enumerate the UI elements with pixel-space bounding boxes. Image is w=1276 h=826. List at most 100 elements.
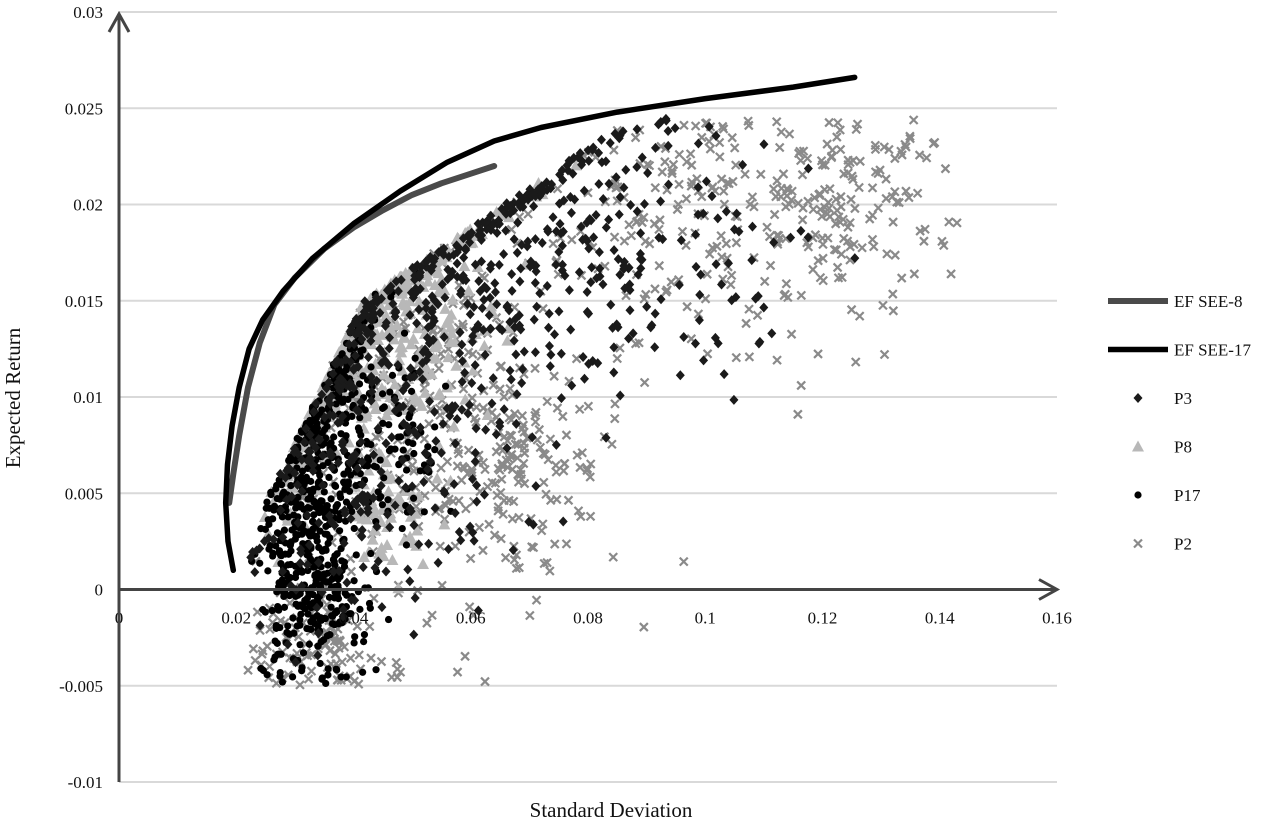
point-p3 [305,446,315,457]
point-p2 [781,278,792,289]
point-p2 [495,487,506,498]
point-p3 [606,299,616,310]
point-p2 [693,309,704,319]
point-p2 [850,357,861,367]
point-p2 [549,539,560,549]
point-p2 [660,157,670,167]
point-p17 [375,494,384,502]
point-p3 [334,565,344,576]
point-p17 [330,433,338,441]
point-p3 [416,261,426,272]
point-p2 [480,464,490,475]
point-p17 [312,428,320,436]
x-tick-label: 0.12 [808,609,838,628]
point-p3 [509,205,519,216]
point-p3 [755,336,765,347]
point-p3 [529,314,539,325]
point-p3 [515,201,525,212]
point-p3 [476,383,486,394]
point-p2 [456,475,467,485]
point-p2 [497,459,507,469]
point-p3 [357,456,367,467]
point-p3 [472,480,482,491]
point-p3 [803,232,813,243]
point-p2 [702,269,712,279]
point-p17 [387,445,395,453]
point-p3 [470,447,480,458]
point-p3 [727,295,737,306]
point-p3 [398,401,408,412]
point-p8 [392,582,405,594]
point-p3 [583,145,593,156]
point-p17 [316,615,324,623]
point-p3 [439,486,449,497]
point-p2 [826,152,837,163]
point-p2 [496,533,506,544]
point-p17 [309,518,317,526]
point-p17 [350,639,358,647]
point-p3 [596,134,606,145]
point-p2 [905,131,915,142]
point-p3 [522,241,532,252]
point-p3 [429,316,439,327]
point-p2 [905,133,915,144]
point-p2 [419,434,430,444]
point-p17 [305,590,313,598]
point-p3 [633,269,643,280]
point-p2 [337,657,347,667]
point-p3 [511,418,521,429]
point-p3 [554,246,564,257]
point-p17 [340,470,348,478]
point-p2 [890,250,900,260]
point-p3 [490,278,500,289]
point-p8 [422,275,435,287]
point-p3 [663,140,673,151]
point-p2 [650,182,661,193]
point-p2 [615,343,625,353]
x-tick-label: 0.14 [925,609,955,628]
point-p2 [727,132,737,143]
point-p8 [391,492,404,504]
point-p2 [854,311,865,321]
point-p8 [569,159,582,171]
point-p17 [307,625,315,633]
point-p3 [751,293,761,304]
point-p17 [315,507,323,515]
point-p3 [328,368,338,379]
point-p2 [639,377,650,388]
point-p2 [513,477,524,487]
x-tick-label: 0.06 [456,609,486,628]
point-p2 [725,279,736,290]
point-p2 [884,144,894,155]
x-axis-title: Standard Deviation [530,798,693,822]
point-p17 [337,430,345,438]
point-p2 [796,380,806,391]
point-p2 [820,160,830,171]
point-p3 [333,457,343,468]
point-p3 [421,303,431,314]
point-p3 [287,491,297,502]
point-p3 [401,380,411,391]
point-p17 [270,506,278,514]
point-p3 [405,310,415,321]
point-p17 [312,532,321,541]
point-p3 [312,602,322,613]
point-p17 [324,671,332,679]
point-p8 [421,269,434,281]
point-p3 [391,276,401,287]
point-p2 [908,115,919,125]
point-p8 [380,456,393,468]
point-p2 [538,477,549,488]
point-p2 [558,411,568,422]
point-p3 [457,356,467,367]
point-p2 [609,413,620,424]
point-p2 [743,116,753,126]
point-p3 [577,159,587,170]
point-p3 [516,324,526,335]
point-p3 [356,436,366,447]
point-p2 [548,238,558,249]
point-p2 [672,204,683,215]
point-p2 [772,355,782,365]
point-p3 [579,373,589,384]
point-p3 [470,456,480,467]
